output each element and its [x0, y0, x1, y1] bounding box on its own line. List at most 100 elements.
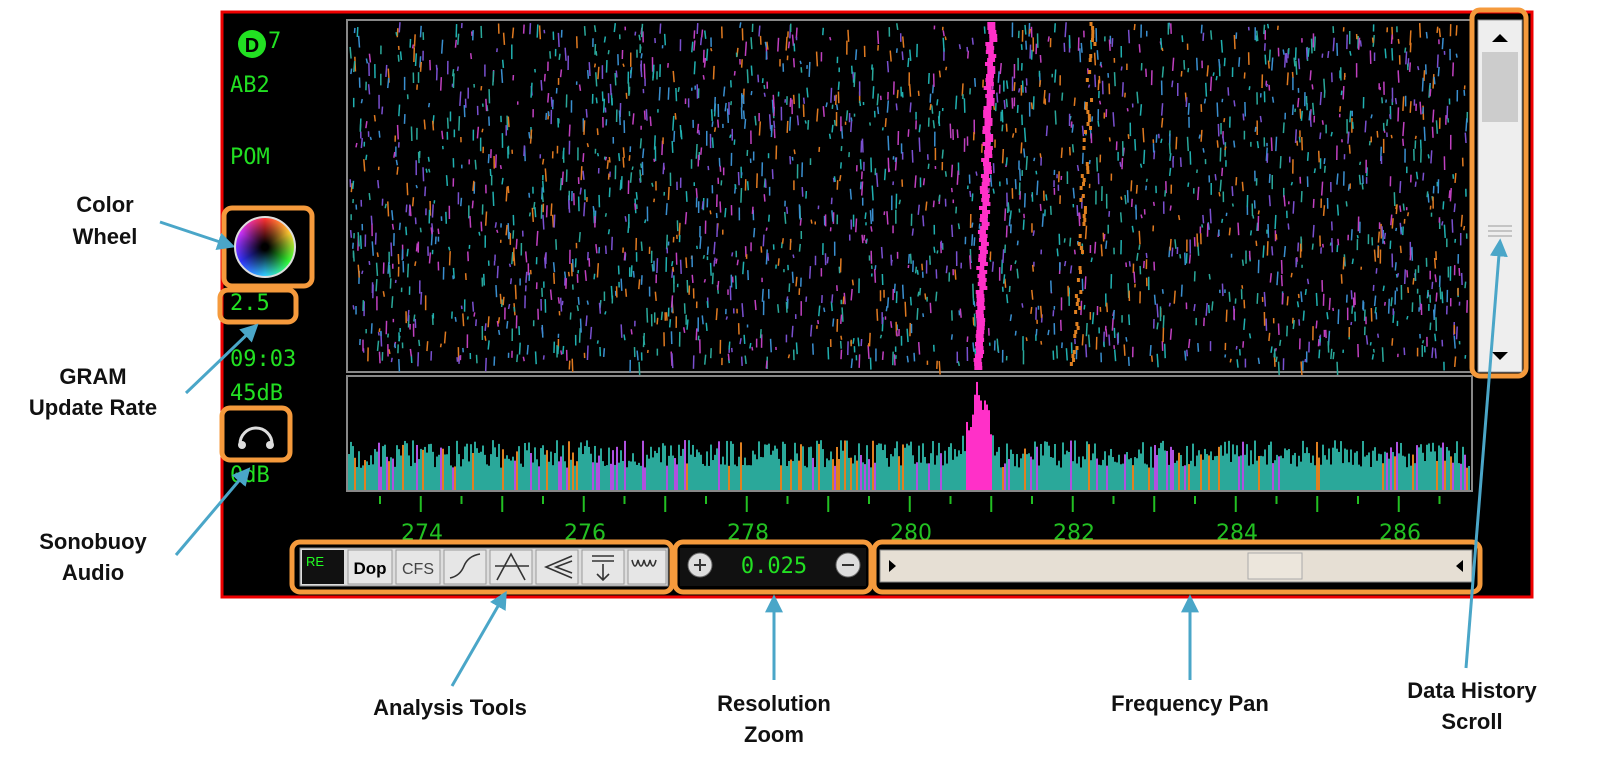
noise	[1288, 223, 1289, 229]
tonal-line	[1082, 194, 1085, 198]
noise	[675, 113, 676, 119]
tonal-line	[1090, 98, 1093, 102]
spectrum-bar	[476, 448, 478, 490]
spectrum-bar	[1286, 450, 1288, 490]
update-rate[interactable]: 2.5	[230, 291, 270, 316]
spectrum-bar	[712, 460, 714, 490]
noise	[1243, 114, 1244, 121]
noise	[1209, 305, 1210, 313]
noise	[510, 264, 511, 267]
noise	[1147, 179, 1148, 182]
spectrum-bar	[1168, 465, 1170, 490]
frequency-pan[interactable]	[880, 550, 1472, 582]
noise	[1338, 239, 1339, 246]
spectrum-bar	[1408, 454, 1410, 490]
noise	[1025, 25, 1026, 35]
noise	[755, 300, 756, 310]
noise	[1293, 201, 1294, 213]
noise	[1072, 124, 1073, 132]
tonal-line	[984, 154, 992, 158]
spectrum-bar	[1388, 459, 1390, 490]
spectrum-bar	[626, 467, 628, 490]
noise	[1109, 137, 1110, 141]
spectrum-bar	[994, 455, 996, 490]
spectrum-bar	[1292, 455, 1294, 490]
noise	[600, 303, 601, 314]
noise	[831, 88, 832, 103]
noise	[1258, 358, 1259, 364]
tool-label[interactable]: Dop	[353, 559, 386, 578]
screenshot: 274276278280282284286 D 7 AB2 POM 2.5 09…	[0, 0, 1598, 760]
noise	[473, 302, 474, 312]
noise	[583, 171, 584, 180]
spectrum-bar	[1024, 449, 1026, 490]
spectrum-bar	[1142, 442, 1144, 490]
noise	[488, 154, 489, 163]
noise	[356, 143, 357, 147]
noise	[537, 231, 538, 246]
noise	[1308, 152, 1309, 161]
noise	[939, 361, 940, 374]
spectrum-bar	[882, 450, 884, 490]
noise	[410, 349, 411, 356]
noise	[1057, 346, 1058, 359]
noise	[1371, 114, 1372, 118]
noise	[1228, 87, 1229, 95]
noise	[1408, 212, 1409, 216]
noise	[1374, 250, 1375, 262]
spectrum-bar	[964, 451, 966, 490]
noise	[1377, 131, 1378, 138]
noise	[1121, 197, 1122, 200]
noise	[716, 308, 717, 320]
noise	[1370, 141, 1371, 145]
noise	[561, 69, 562, 77]
spectrum-bar	[1016, 454, 1018, 490]
spectrum-bar	[658, 447, 660, 490]
tonal-line	[1072, 358, 1075, 362]
pan-thumb[interactable]	[1248, 553, 1302, 579]
noise	[1170, 168, 1171, 176]
tonal-line	[1080, 246, 1083, 250]
tool-label[interactable]: RE	[306, 554, 324, 569]
spectrum-bar	[618, 463, 620, 490]
noise	[838, 82, 839, 90]
color-wheel[interactable]	[234, 216, 296, 278]
spectrum-bar	[558, 461, 560, 490]
noise	[1268, 24, 1269, 28]
spectrum-bar	[1048, 446, 1050, 490]
noise	[831, 301, 832, 311]
noise	[493, 71, 494, 86]
spectrum-bar	[960, 454, 962, 490]
spectrum-bar	[828, 460, 830, 490]
spectrum-bar	[812, 458, 814, 490]
noise	[1400, 246, 1401, 253]
spectrum-bar	[608, 448, 610, 490]
spectrum-bar	[974, 395, 976, 490]
noise	[1435, 274, 1436, 282]
noise	[1100, 101, 1101, 105]
spectrum-bar	[1156, 455, 1158, 490]
tool-label[interactable]: CFS	[402, 561, 434, 578]
spectrum-bar	[1170, 447, 1172, 490]
noise	[1029, 29, 1030, 34]
noise	[903, 36, 904, 47]
noise	[794, 149, 795, 154]
scroll-thumb[interactable]	[1482, 52, 1518, 122]
noise	[792, 272, 793, 283]
spectrum-bar	[478, 453, 480, 490]
spectrum-bar	[386, 457, 388, 490]
tonal-line	[983, 142, 991, 146]
noise	[558, 33, 559, 47]
spectrum-bar	[1098, 465, 1100, 490]
tonal-line	[976, 330, 984, 334]
noise	[1163, 315, 1164, 328]
spectrum-bar	[430, 444, 432, 490]
noise	[1152, 355, 1153, 361]
noise	[744, 110, 745, 119]
tonal-line	[1076, 302, 1079, 306]
noise	[770, 114, 771, 129]
noise	[1272, 246, 1273, 255]
noise	[674, 131, 675, 142]
noise	[586, 315, 587, 326]
noise	[1450, 188, 1451, 201]
